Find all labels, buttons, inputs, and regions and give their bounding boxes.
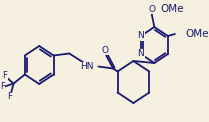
Text: F: F xyxy=(0,82,5,91)
Text: OMe: OMe xyxy=(161,4,184,14)
Text: HN: HN xyxy=(80,62,94,71)
Text: F: F xyxy=(2,71,7,80)
Text: N: N xyxy=(137,50,144,59)
Text: OMe: OMe xyxy=(185,29,209,39)
Text: O: O xyxy=(102,46,109,55)
Text: O: O xyxy=(148,5,155,14)
Text: N: N xyxy=(137,31,144,41)
Text: F: F xyxy=(8,92,13,101)
